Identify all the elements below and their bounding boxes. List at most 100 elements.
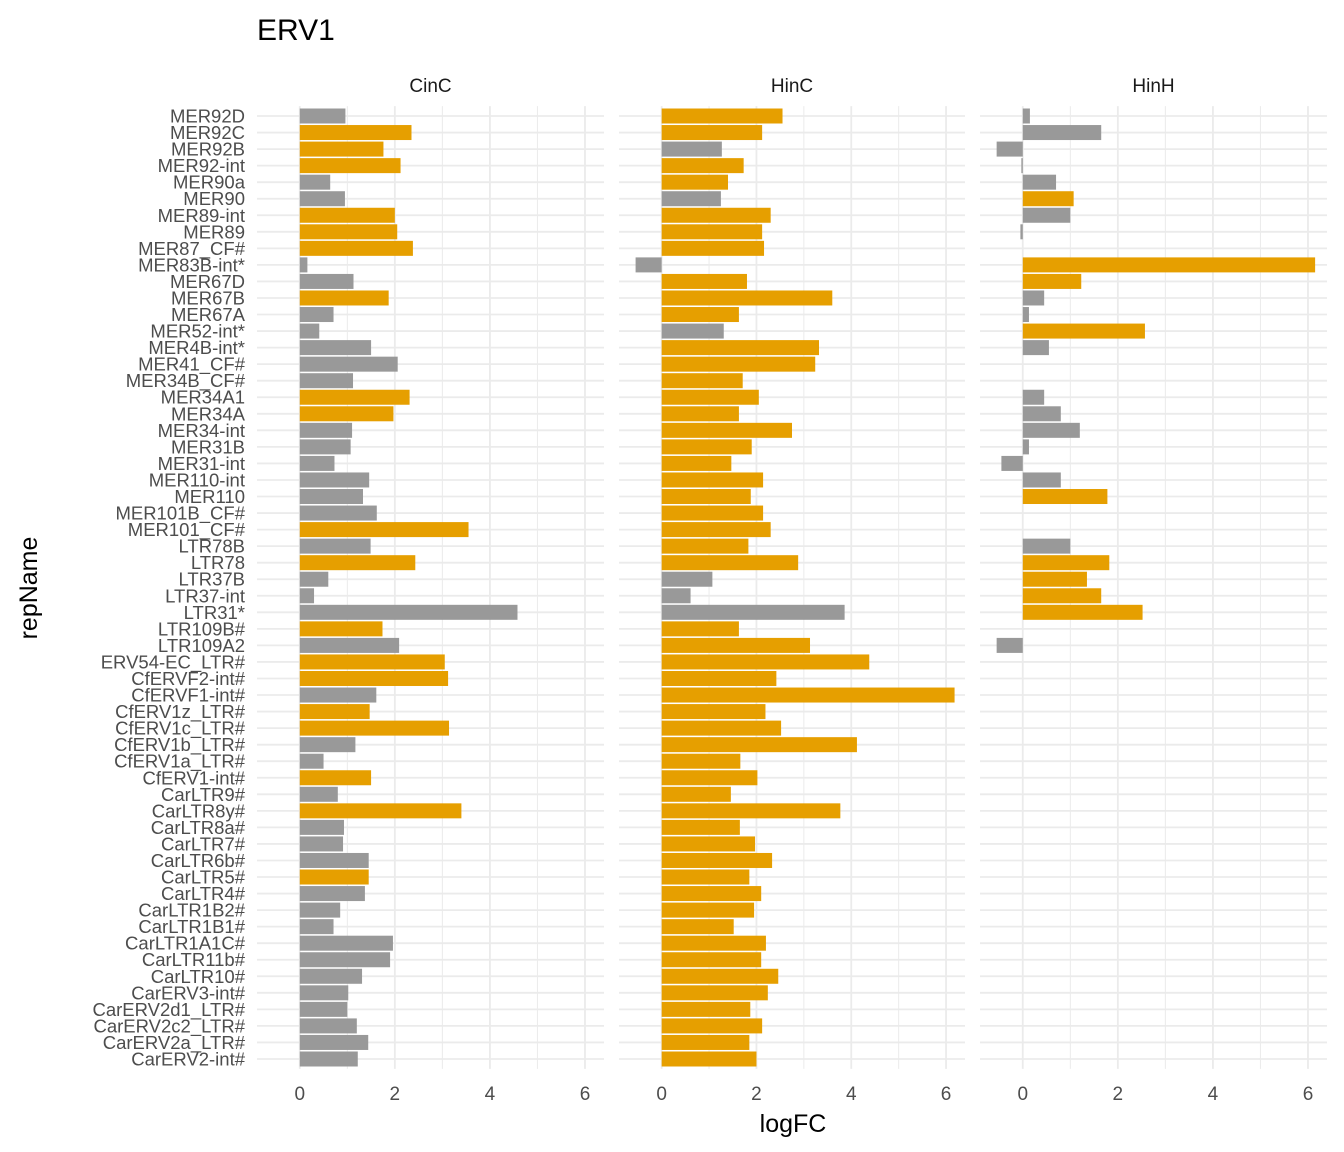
bar bbox=[661, 224, 763, 240]
bar bbox=[1022, 191, 1074, 207]
bar bbox=[299, 637, 400, 653]
bar bbox=[1022, 439, 1029, 455]
bar bbox=[299, 505, 377, 521]
bar bbox=[1001, 455, 1023, 471]
bar bbox=[661, 687, 955, 703]
x-tick-label: 4 bbox=[846, 1084, 857, 1105]
bar bbox=[661, 439, 752, 455]
bar bbox=[661, 786, 731, 802]
bar bbox=[299, 455, 335, 471]
y-tick-label: MER67D bbox=[170, 271, 245, 292]
bar bbox=[661, 489, 751, 505]
bar bbox=[661, 455, 732, 471]
bar bbox=[661, 273, 747, 289]
bar bbox=[661, 770, 758, 786]
bar bbox=[299, 174, 331, 190]
bar bbox=[299, 406, 394, 422]
bar bbox=[661, 819, 740, 835]
y-tick-label: CarLTR9# bbox=[161, 784, 246, 805]
x-tick-label: 0 bbox=[656, 1084, 667, 1105]
bar bbox=[299, 985, 349, 1001]
y-axis-label: repName bbox=[15, 537, 43, 640]
bar bbox=[299, 373, 354, 389]
x-tick-label: 0 bbox=[294, 1084, 305, 1105]
y-tick-label: LTR31* bbox=[184, 602, 245, 623]
x-tick-label: 6 bbox=[1303, 1084, 1314, 1105]
y-tick-label: CarLTR4# bbox=[161, 883, 246, 904]
bar bbox=[661, 125, 763, 141]
bar bbox=[299, 356, 398, 372]
y-tick-label: MER92B bbox=[171, 139, 245, 160]
y-tick-label: MER34B_CF# bbox=[126, 370, 246, 392]
bar bbox=[299, 852, 369, 868]
y-tick-label: CarERV2c2_LTR# bbox=[94, 1015, 246, 1037]
bar bbox=[661, 1051, 757, 1067]
bar bbox=[299, 108, 346, 124]
bar bbox=[299, 191, 345, 207]
panel-hinc: HinC 0 2 4 6 bbox=[619, 76, 965, 1105]
bar bbox=[661, 720, 782, 736]
bar bbox=[661, 886, 762, 902]
bar bbox=[299, 307, 334, 323]
y-tick-label: CarLTR7# bbox=[161, 833, 246, 854]
bar bbox=[299, 687, 377, 703]
y-tick-label: MER34A1 bbox=[161, 387, 245, 408]
y-tick-label: MER92-int bbox=[158, 155, 245, 176]
y-tick-label: MER110-int bbox=[149, 469, 245, 490]
bar bbox=[299, 869, 369, 885]
bar bbox=[661, 670, 777, 686]
y-tick-label: MER110 bbox=[174, 486, 245, 507]
bar bbox=[299, 803, 462, 819]
y-tick-label: MER87_CF# bbox=[138, 238, 246, 260]
bar bbox=[299, 273, 354, 289]
bar bbox=[299, 1051, 358, 1067]
y-tick-label: CfERV1z_LTR# bbox=[115, 701, 246, 723]
x-tick-label: 6 bbox=[580, 1084, 591, 1105]
y-tick-label: CarLTR10# bbox=[151, 966, 246, 987]
bar bbox=[299, 224, 398, 240]
bar bbox=[299, 522, 469, 538]
bar bbox=[661, 141, 722, 157]
bar bbox=[661, 356, 816, 372]
y-tick-label: MER31-int bbox=[158, 453, 245, 474]
x-tick-label: 4 bbox=[485, 1084, 496, 1105]
bar bbox=[1022, 588, 1102, 604]
bar bbox=[1021, 158, 1023, 174]
bar bbox=[1022, 207, 1071, 223]
bar bbox=[299, 489, 364, 505]
y-axis-ticks: MER92DMER92CMER92BMER92-intMER90aMER90ME… bbox=[92, 106, 245, 1070]
bar bbox=[299, 886, 365, 902]
bar bbox=[299, 555, 416, 571]
bar bbox=[661, 852, 773, 868]
x-tick-label: 6 bbox=[941, 1084, 952, 1105]
x-tick-label: 0 bbox=[1017, 1084, 1028, 1105]
bar bbox=[299, 1034, 369, 1050]
bar bbox=[661, 968, 779, 984]
y-tick-label: MER4B-int* bbox=[148, 337, 245, 358]
bar bbox=[661, 422, 792, 438]
bar bbox=[1022, 406, 1061, 422]
y-tick-label: MER89-int bbox=[158, 205, 245, 226]
bar bbox=[299, 141, 384, 157]
y-tick-label: MER92C bbox=[170, 122, 245, 143]
bar bbox=[299, 389, 410, 405]
bar bbox=[1022, 108, 1030, 124]
bar bbox=[661, 323, 724, 339]
bar bbox=[661, 869, 750, 885]
y-tick-label: ERV54-EC_LTR# bbox=[101, 651, 246, 673]
bar bbox=[661, 406, 739, 422]
bar bbox=[299, 422, 353, 438]
bar bbox=[1022, 472, 1061, 488]
bar bbox=[661, 919, 734, 935]
bar bbox=[661, 803, 841, 819]
bar bbox=[299, 340, 372, 356]
bar bbox=[661, 571, 713, 587]
bar bbox=[299, 323, 320, 339]
bar bbox=[1022, 125, 1102, 141]
bar bbox=[661, 753, 741, 769]
y-tick-label: LTR109B# bbox=[158, 618, 246, 639]
y-tick-label: CarERV2d1_LTR# bbox=[92, 999, 245, 1021]
y-tick-label: MER52-int* bbox=[150, 321, 245, 342]
